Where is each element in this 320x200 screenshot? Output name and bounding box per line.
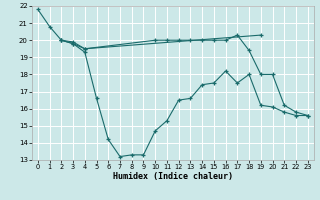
X-axis label: Humidex (Indice chaleur): Humidex (Indice chaleur): [113, 172, 233, 181]
